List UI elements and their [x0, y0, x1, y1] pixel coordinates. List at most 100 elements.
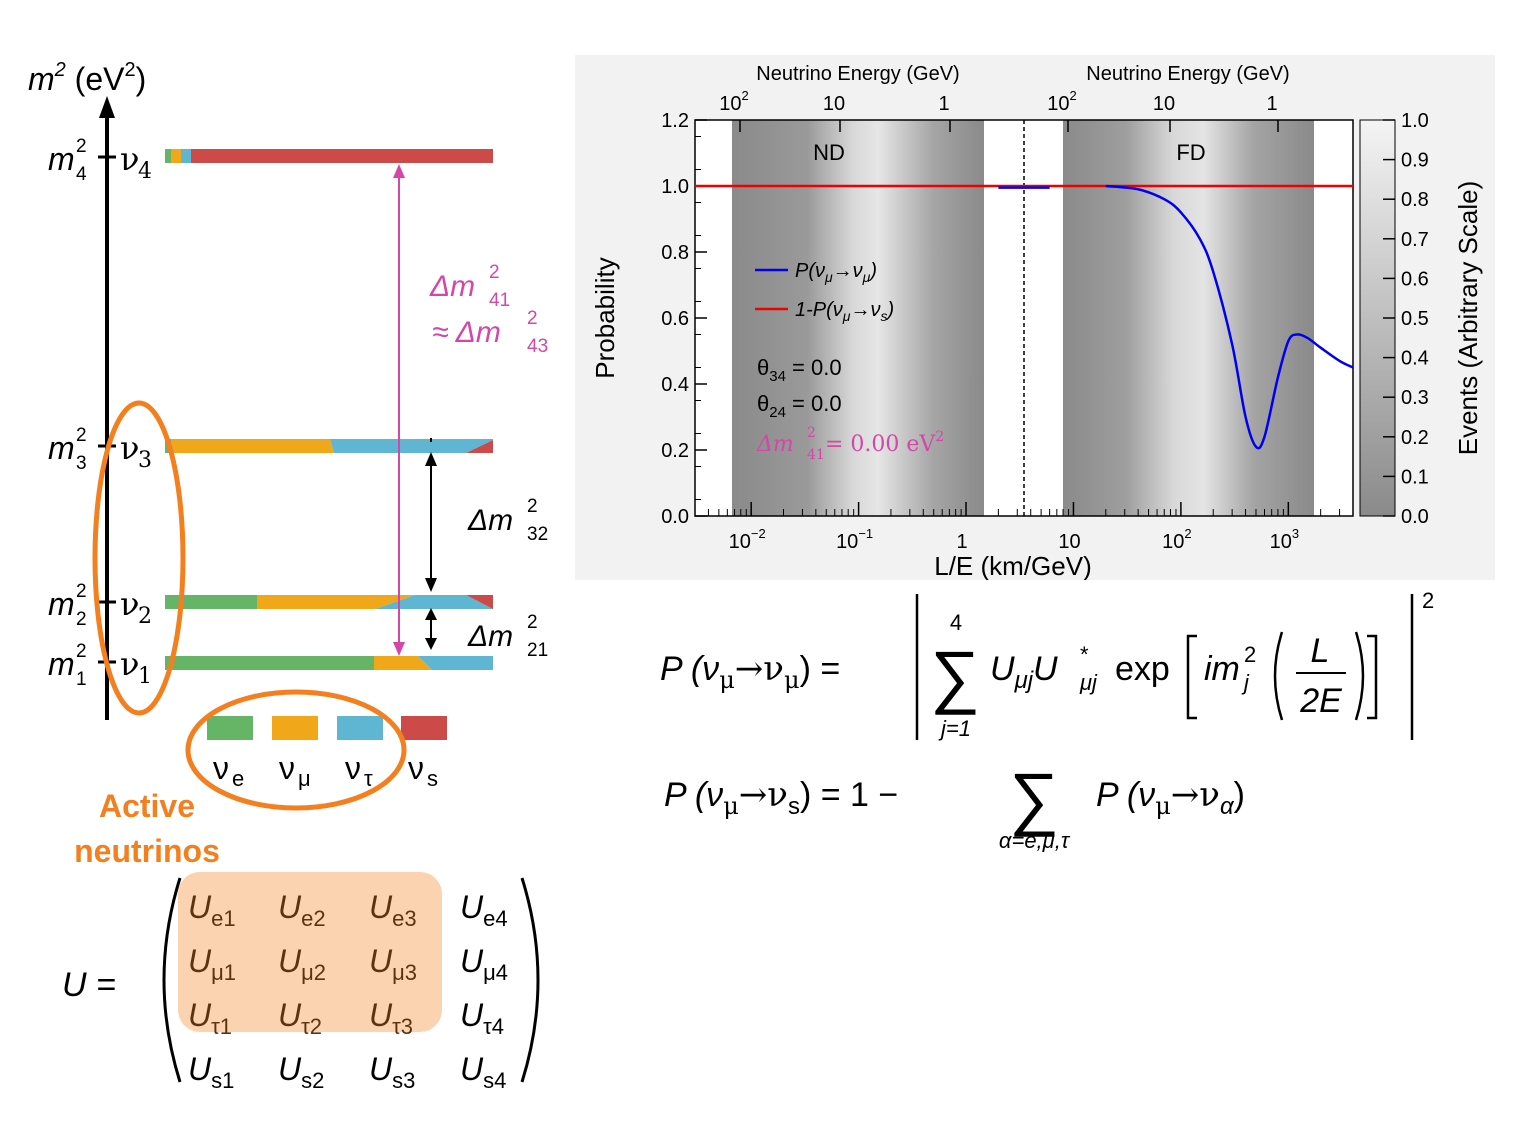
svg-text:4: 4 [138, 159, 152, 184]
svg-text:= 0.00 eV2: = 0.00 eV2 [825, 429, 944, 457]
svg-text:P (νμ→να): P (νμ→να) [1096, 775, 1245, 820]
svg-text:*: * [1080, 642, 1089, 667]
z-tick-label: 0.4 [1401, 348, 1429, 370]
matrix-cell: Uτ3 [369, 997, 413, 1039]
param-theta34: θ34 = 0.0 [757, 355, 842, 385]
z-axis-ticks: 0.0 0.1 0.2 0.3 0.4 0.5 0.6 0.7 0.8 0.9 1.0 [1383, 110, 1429, 528]
matrix-cell: Us4 [460, 1051, 506, 1093]
svg-text:∑: ∑ [1009, 759, 1059, 837]
svg-text:3: 3 [138, 448, 152, 473]
equations: P (νμ→νμ) = 4 ∑ j=1 UμjU * μj exp im 2 j… [660, 588, 1434, 853]
y-tick-label: 1.0 [661, 176, 689, 198]
z-axis-title: Events (Arbitrary Scale) [1453, 181, 1483, 456]
svg-text:2: 2 [76, 641, 87, 662]
svg-text:j: j [1241, 670, 1250, 695]
active-submatrix-highlight [178, 872, 442, 1032]
svg-text:e: e [232, 766, 244, 791]
svg-text:ν: ν [345, 750, 361, 786]
matrix-cell: Ue4 [460, 889, 508, 931]
svg-text:2: 2 [76, 425, 87, 446]
svg-text:≈ Δm: ≈ Δm [432, 316, 501, 349]
equation-sterile: P (νμ→νs) = 1 − ∑ α=e,μ,τ P (νμ→να) [664, 759, 1245, 853]
matrix-cells: Ue1 Ue2 Ue3 Ue4 Uμ1 Uμ2 Uμ3 Uμ4 Uτ1 Uτ2 Uτ3 Uτ4 Us1 U… [188, 889, 508, 1093]
dm32-arrow [425, 438, 437, 592]
svg-text:2: 2 [489, 262, 500, 283]
dm32-label: Δm 2 32 [467, 496, 548, 545]
svg-text:2: 2 [527, 612, 538, 633]
mass-axis-arrowhead [99, 96, 115, 118]
svg-text:32: 32 [527, 524, 548, 545]
z-tick-label: 0.6 [1401, 268, 1429, 290]
svg-text:1: 1 [138, 664, 152, 689]
svg-text:2: 2 [76, 136, 87, 157]
svg-text:4: 4 [76, 164, 87, 185]
svg-text:2: 2 [527, 308, 538, 329]
y-axis-title: Probability [590, 257, 620, 378]
matrix-cell: Us3 [369, 1051, 415, 1093]
state-label-1: m 2 1 ν 1 [48, 641, 152, 690]
top-tick-label: 10 [1153, 93, 1175, 115]
x-axis-title: L/E (km/GeV) [934, 551, 1091, 580]
state-label-2: m 2 2 ν 2 [48, 581, 152, 630]
svg-text:2: 2 [807, 425, 816, 441]
z-tick-label: 1.0 [1401, 110, 1429, 132]
svg-text:m: m [48, 430, 75, 466]
matrix-left-paren [162, 877, 182, 1083]
svg-text:Δm: Δm [467, 504, 513, 537]
y-tick-label: 1.2 [661, 110, 689, 132]
svg-text:43: 43 [527, 336, 548, 357]
svg-text:41: 41 [489, 290, 510, 311]
y-tick-label: 0.0 [661, 506, 689, 528]
mass-axis-label: m2 (eV2) [28, 59, 146, 97]
z-tick-label: 0.0 [1401, 506, 1429, 528]
svg-text:ν: ν [279, 750, 295, 786]
active-label-line2: neutrinos [74, 833, 220, 869]
matrix-cell: Uτ1 [188, 997, 232, 1039]
y-tick-label: 0.2 [661, 440, 689, 462]
matrix-cell: Uτ4 [460, 997, 504, 1039]
svg-text:2: 2 [138, 604, 152, 629]
svg-text:2: 2 [527, 496, 538, 517]
svg-text:α=e,μ,τ: α=e,μ,τ [999, 828, 1071, 853]
z-tick-label: 0.9 [1401, 150, 1429, 172]
top-axis-title-fd: Neutrino Energy (GeV) [1086, 63, 1289, 85]
svg-text:Δm: Δm [756, 432, 794, 457]
matrix-right-paren [520, 877, 540, 1083]
x-tick-label: 10−2 [729, 526, 766, 553]
legend-swatch-numu [272, 716, 318, 740]
mass-bar-2 [165, 595, 493, 609]
x-tick-label: 102 [1162, 526, 1191, 553]
svg-text:ν: ν [120, 140, 139, 178]
y-tick-label: 0.8 [661, 242, 689, 264]
top-tick-label: 102 [719, 88, 748, 115]
svg-text:m: m [48, 586, 75, 622]
series-line-p-mumu-fd [1105, 184, 1353, 450]
dm43-label: ≈ Δm 2 43 [432, 308, 548, 357]
svg-text:2: 2 [76, 609, 87, 630]
matrix-cell: Uμ2 [278, 943, 326, 985]
svg-text:μ: μ [298, 766, 311, 791]
param-dm41: Δm 2 41 = 0.00 eV2 [756, 425, 944, 463]
mass-bar-1 [165, 656, 493, 670]
svg-text:∑: ∑ [930, 637, 980, 715]
equation-survival: P (νμ→νμ) = 4 ∑ j=1 UμjU * μj exp im 2 j… [660, 588, 1434, 741]
svg-text:P (νμ→νs) = 1 −: P (νμ→νs) = 1 − [664, 775, 898, 820]
svg-text:ν: ν [120, 645, 139, 683]
svg-text:2: 2 [1244, 642, 1256, 667]
legend-swatch-nue [207, 716, 253, 740]
matrix-cell: Uμ3 [369, 943, 417, 985]
svg-text:2: 2 [76, 581, 87, 602]
svg-text:ν: ν [213, 750, 229, 786]
dm41-arrow [393, 164, 405, 656]
x-tick-label: 1 [956, 531, 967, 553]
svg-text:τ: τ [364, 766, 373, 791]
svg-text:2: 2 [1422, 588, 1434, 613]
top-tick-label: 10 [823, 93, 845, 115]
active-label-line1: Active [99, 788, 195, 824]
z-tick-label: 0.2 [1401, 427, 1429, 449]
dm21-arrow [425, 608, 437, 650]
state-label-3: m 2 3 ν 3 [48, 425, 152, 474]
